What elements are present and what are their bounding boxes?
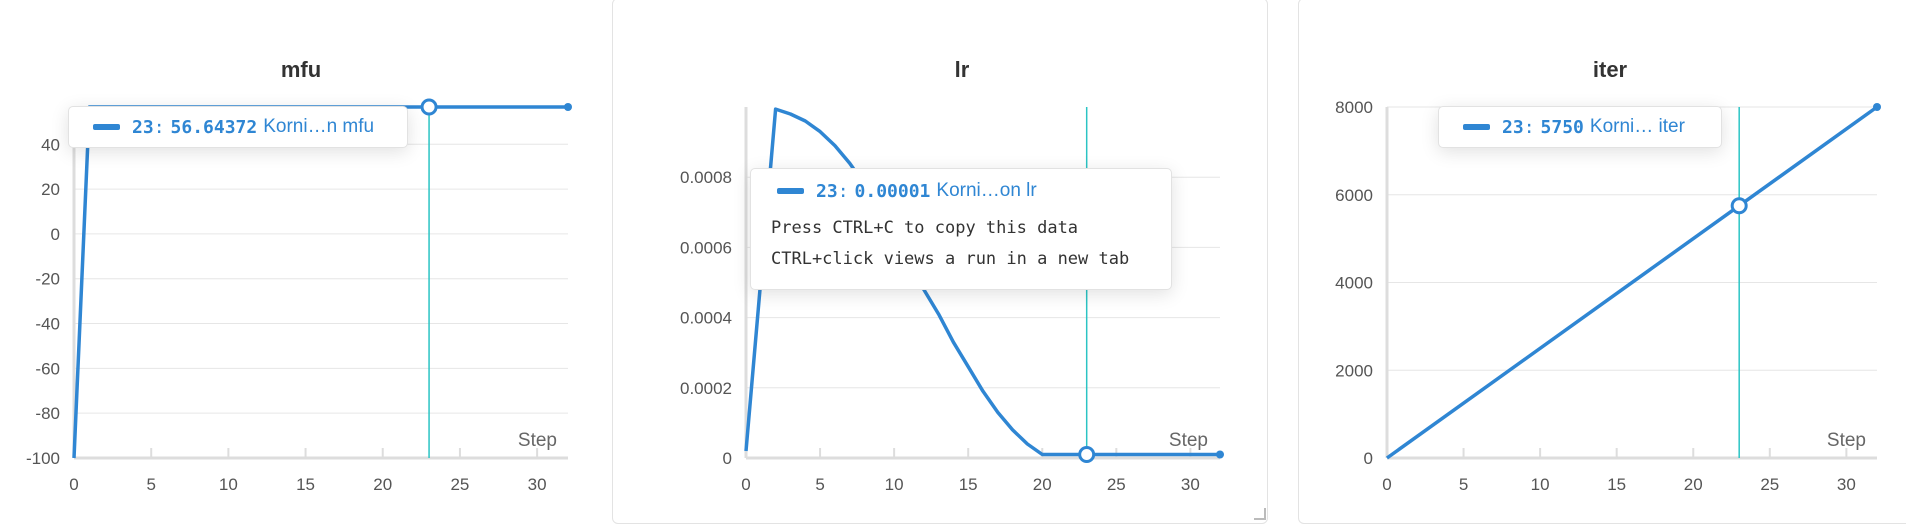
series-end-point (1873, 103, 1881, 111)
x-tick-label: 5 (815, 475, 824, 494)
y-tick-label: 2000 (1335, 361, 1373, 380)
series-end-point (564, 103, 572, 111)
chart-title: lr (955, 57, 970, 82)
chart-title: iter (1593, 57, 1628, 82)
resize-handle-icon[interactable] (1254, 508, 1266, 520)
series-line (72, 105, 568, 459)
y-tick-label: 8000 (1335, 98, 1373, 117)
chart-panel-iter: iter 0 2000 4000 6000 8000 0 5 10 15 20 25 30 Step 23… (1299, 0, 1906, 520)
tooltip-run-name[interactable]: Korni…on lr (936, 180, 1037, 201)
y-tick-label: -100 (26, 449, 60, 468)
tooltip-step: 23 (132, 116, 154, 138)
tooltip-value: 5750 (1540, 116, 1584, 138)
x-tick-label: 15 (296, 475, 315, 494)
x-tick-label: 5 (1459, 475, 1468, 494)
x-axis-label: Step (518, 430, 557, 451)
x-tick-label: 10 (219, 475, 238, 494)
x-tick-label: 0 (69, 475, 78, 494)
tooltip-run-name[interactable]: Korni… iter (1589, 116, 1685, 137)
x-tick-label: 5 (146, 475, 155, 494)
tooltip-run-name[interactable]: Korni…n mfu (263, 116, 375, 137)
y-tick-label: 0.0002 (680, 379, 732, 398)
y-tick-label: 6000 (1335, 186, 1373, 205)
y-tick-label: 0.0008 (680, 168, 732, 187)
x-tick-label: 15 (959, 475, 978, 494)
y-tick-label: 0 (1364, 449, 1373, 468)
x-axis-label: Step (1169, 430, 1208, 451)
hover-point-marker (1078, 445, 1096, 463)
x-tick-label: 25 (450, 475, 469, 494)
series-line (744, 107, 1220, 457)
x-tick-label: 25 (1107, 475, 1126, 494)
tooltip-hint-copy: Press CTRL+C to copy this data (771, 218, 1079, 238)
y-tick-label: 0.0004 (680, 309, 732, 328)
iter-tooltip: 23 : 5750 Korni… iter (1438, 106, 1722, 148)
x-tick-label: 15 (1607, 475, 1626, 494)
x-tick-label: 30 (1181, 475, 1200, 494)
x-tick-label: 0 (741, 475, 750, 494)
mfu-chart[interactable]: mfu -100 -80 -60 -40 -20 0 20 40 0 5 10 15 20 25 30 Step (0, 0, 612, 520)
x-tick-label: 25 (1760, 475, 1779, 494)
x-tick-label: 20 (1684, 475, 1703, 494)
y-tick-label: 40 (41, 135, 60, 154)
lr-tooltip: 23 : 0.00001 Korni…on lr Press CTRL+C to… (750, 168, 1172, 290)
y-tick-label: 4000 (1335, 274, 1373, 293)
x-tick-label: 20 (373, 475, 392, 494)
x-axis-label: Step (1827, 430, 1866, 451)
y-tick-label: -60 (35, 359, 60, 378)
y-tick-label: 20 (41, 180, 60, 199)
y-tick-label: 0 (723, 449, 732, 468)
x-tick-label: 20 (1033, 475, 1052, 494)
tooltip-step: 23 (1502, 116, 1524, 138)
x-tick-label: 30 (1837, 475, 1856, 494)
y-tick-label: -80 (35, 404, 60, 423)
chart-panel-mfu: mfu -100 -80 -60 -40 -20 0 20 40 0 5 10 15 20 25 30 Step… (0, 0, 612, 520)
series-swatch-icon (93, 124, 120, 130)
y-tick-label: 0 (51, 225, 60, 244)
tooltip-step: 23 (816, 180, 838, 202)
series-line (1385, 105, 1879, 460)
chart-title: mfu (281, 57, 321, 82)
series-end-point (1216, 450, 1224, 459)
iter-chart[interactable]: iter 0 2000 4000 6000 8000 0 5 10 15 20 25 30 Step (1299, 0, 1906, 520)
x-tick-label: 10 (1531, 475, 1550, 494)
mfu-tooltip: 23 : 56.64372 Korni…n mfu (68, 106, 408, 148)
series-swatch-icon (1463, 124, 1490, 130)
tooltip-hint-ctrl-click: CTRL+click views a run in a new tab (771, 249, 1130, 269)
y-tick-label: -40 (35, 315, 60, 334)
hover-point-marker (1730, 197, 1748, 215)
y-tick-label: 0.0006 (680, 238, 732, 257)
y-tick-label: -20 (35, 270, 60, 289)
x-tick-label: 10 (885, 475, 904, 494)
tooltip-value: 0.00001 (854, 180, 931, 202)
hover-point-marker (420, 98, 438, 116)
series-swatch-icon (777, 188, 804, 194)
x-tick-label: 30 (528, 475, 547, 494)
tooltip-value: 56.64372 (170, 116, 258, 138)
x-tick-label: 0 (1382, 475, 1391, 494)
